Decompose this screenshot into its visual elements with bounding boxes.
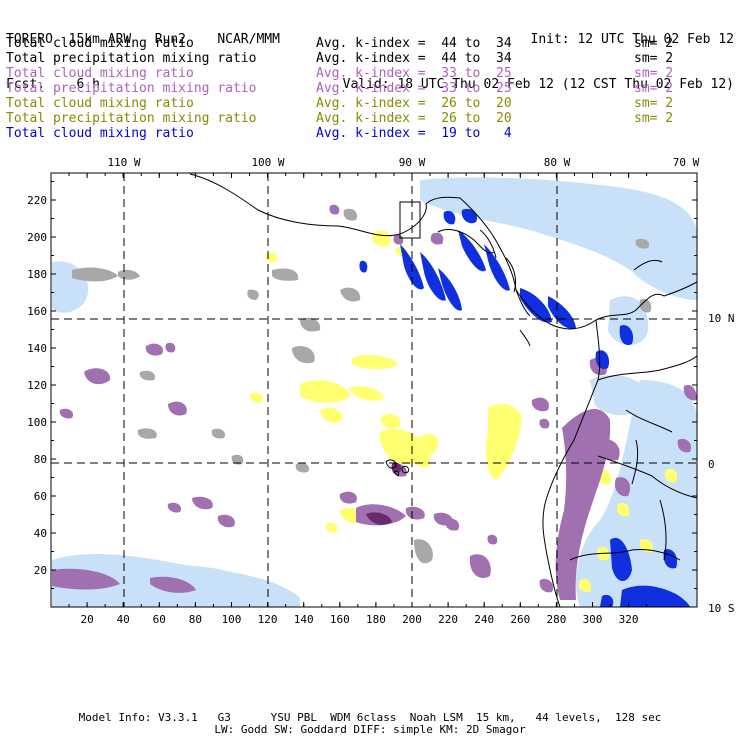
legend-smoothing: sm= 2	[634, 36, 674, 51]
legend-kindex: Avg. k-index = 44 to 34	[316, 36, 512, 51]
lat-label: 10 N	[708, 312, 735, 325]
legend-row: Total precipitation mixing ratio Avg. k-…	[6, 51, 734, 66]
model-info-line: Model Info: V3.3.1 G3 YSU PBL WDM 6class…	[78, 711, 662, 724]
x-tick-label: 220	[438, 613, 458, 626]
valid-line: Valid: 18 UTC Thu 02 Feb 12 (12 CST Thu …	[342, 77, 734, 92]
model-line: TORERO 15km ARW Run2 NCAR/MMM	[6, 32, 280, 47]
lon-label: 70 W	[673, 156, 700, 169]
legend-label: Total cloud mixing ratio	[6, 36, 194, 51]
header-right: Init: 12 UTC Thu 02 Feb 12 Valid: 18 UTC…	[343, 2, 734, 107]
x-tick-label: 320	[619, 613, 639, 626]
legend: Total cloud mixing ratio Avg. k-index = …	[6, 36, 734, 141]
x-tick-label: 140	[294, 613, 314, 626]
y-tick-label: 140	[27, 342, 47, 355]
y-tick-label: 220	[27, 194, 47, 207]
lat-label: 0	[708, 458, 715, 471]
legend-row: Total cloud mixing ratio Avg. k-index = …	[6, 126, 734, 141]
gray-cloud-areas	[72, 208, 652, 564]
y-tick-label: 180	[27, 268, 47, 281]
x-tick-label: 300	[583, 613, 603, 626]
y-tick-label: 60	[34, 490, 47, 503]
x-tick-label: 160	[330, 613, 350, 626]
legend-smoothing: sm= 2	[634, 96, 674, 111]
galapagos-islands	[385, 459, 409, 477]
map-frame	[50, 172, 698, 608]
lon-label: 90 W	[399, 156, 426, 169]
y-tick-label: 160	[27, 305, 47, 318]
x-tick-label: 20	[80, 613, 93, 626]
legend-label: Total cloud mixing ratio	[6, 66, 194, 81]
coastlines	[189, 173, 697, 607]
lon-label: 110 W	[107, 156, 140, 169]
y-tick-label: 200	[27, 231, 47, 244]
y-tick-label: 120	[27, 379, 47, 392]
x-tick-label: 180	[366, 613, 386, 626]
field-layer	[52, 177, 697, 607]
y-tick-label: 80	[34, 453, 47, 466]
forecast-line: Fcst. 6 h	[6, 77, 100, 92]
legend-row: Total cloud mixing ratio Avg. k-index = …	[6, 66, 734, 81]
x-tick-label: 280	[546, 613, 566, 626]
legend-kindex: Avg. k-index = 19 to 4	[316, 126, 512, 141]
dark-purple-core	[366, 462, 402, 525]
x-tick-label: 120	[258, 613, 278, 626]
legend-label: Total precipitation mixing ratio	[6, 51, 257, 66]
legend-kindex: Avg. k-index = 33 to 25	[316, 66, 512, 81]
lon-label: 80 W	[544, 156, 571, 169]
legend-smoothing: sm= 2	[634, 51, 674, 66]
init-line: Init: 12 UTC Thu 02 Feb 12	[530, 32, 735, 47]
legend-row: Total precipitation mixing ratio Avg. k-…	[6, 111, 734, 126]
graticule	[51, 173, 697, 607]
lon-label: 100 W	[251, 156, 284, 169]
x-tick-label: 100	[222, 613, 242, 626]
x-tick-label: 60	[153, 613, 166, 626]
legend-row: Total cloud mixing ratio Avg. k-index = …	[6, 36, 734, 51]
legend-label: Total cloud mixing ratio	[6, 126, 194, 141]
grid-ticks: 20 40 60 80 100 120 140 160 180 200 220 240 260 280 30…	[27, 173, 697, 626]
legend-label: Total precipitation mixing ratio	[6, 81, 257, 96]
legend-row: Total precipitation mixing ratio Avg. k-…	[6, 81, 734, 96]
y-tick-label: 100	[27, 416, 47, 429]
lat-label: 10 S	[708, 602, 735, 615]
x-tick-label: 200	[402, 613, 422, 626]
header-left: TORERO 15km ARW Run2 NCAR/MMM Fcst. 6 h	[6, 2, 280, 107]
x-tick-label: 260	[510, 613, 530, 626]
legend-kindex: Avg. k-index = 26 to 20	[316, 111, 512, 126]
y-tick-label: 20	[34, 564, 47, 577]
legend-smoothing: sm= 2	[634, 111, 674, 126]
legend-kindex: Avg. k-index = 33 to 25	[316, 81, 512, 96]
x-tick-label: 80	[189, 613, 202, 626]
legend-smoothing: sm= 2	[634, 81, 674, 96]
legend-label: Total cloud mixing ratio	[6, 96, 194, 111]
legend-smoothing: sm= 2	[634, 66, 674, 81]
purple-cloud-areas	[52, 204, 697, 600]
legend-row: Total cloud mixing ratio Avg. k-index = …	[6, 96, 734, 111]
physics-info-line: LW: Godd SW: Goddard DIFF: simple KM: 2D…	[214, 723, 526, 736]
x-tick-label: 40	[117, 613, 130, 626]
y-tick-label: 40	[34, 527, 47, 540]
x-tick-label: 240	[474, 613, 494, 626]
legend-kindex: Avg. k-index = 44 to 34	[316, 51, 512, 66]
legend-kindex: Avg. k-index = 26 to 20	[316, 96, 512, 111]
legend-label: Total precipitation mixing ratio	[6, 111, 257, 126]
